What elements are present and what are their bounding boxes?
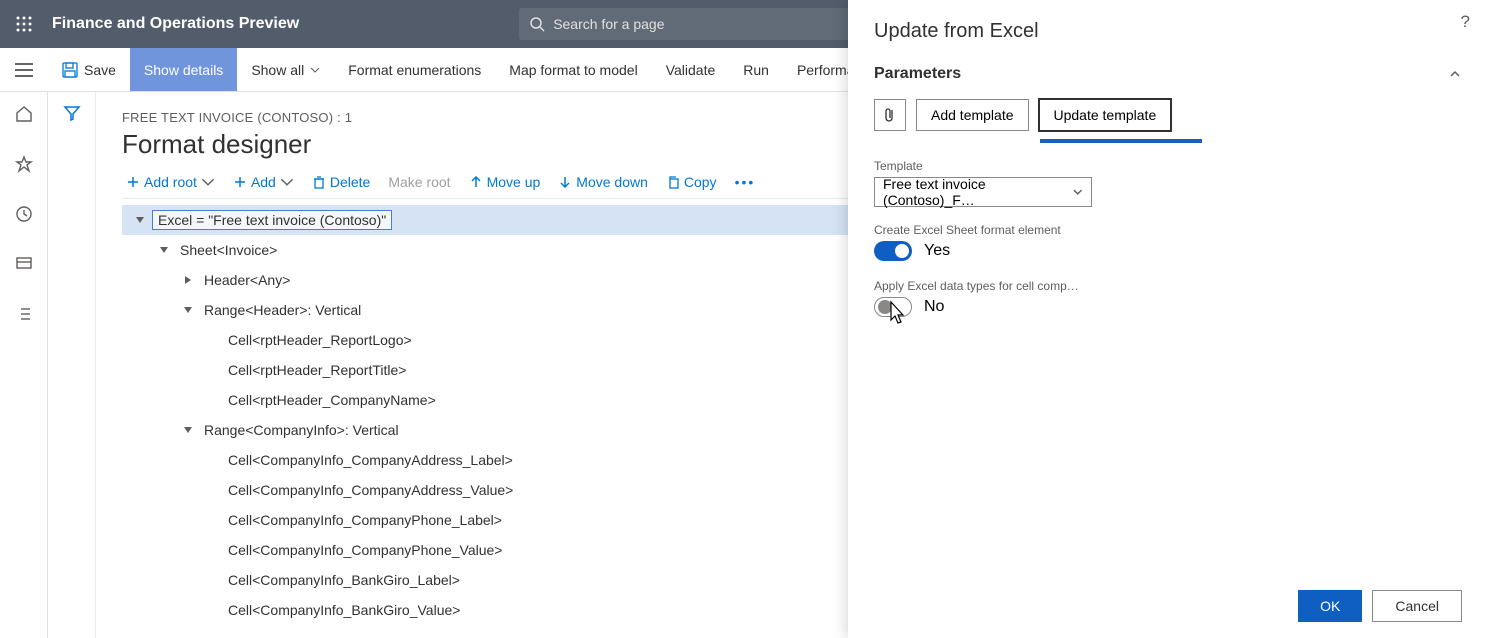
cancel-button[interactable]: Cancel: [1372, 590, 1462, 622]
show-details-button[interactable]: Show details: [130, 48, 237, 91]
hamburger-icon[interactable]: [0, 48, 48, 91]
home-icon[interactable]: [8, 98, 40, 130]
caret-none: [206, 394, 218, 406]
filter-icon[interactable]: [63, 104, 81, 638]
tree-node-label: Cell<rptHeader_CompanyName>: [224, 391, 440, 409]
left-rail: [0, 92, 48, 638]
caret-down-icon[interactable]: [182, 424, 194, 436]
modules-icon[interactable]: [8, 298, 40, 330]
add-button[interactable]: Add: [233, 174, 294, 190]
create-sheet-toggle[interactable]: [874, 241, 912, 261]
add-template-button[interactable]: Add template: [916, 99, 1029, 131]
workspace-icon[interactable]: [8, 248, 40, 280]
tree-node-label: Cell<CompanyInfo_CompanyAddress_Label>: [224, 451, 517, 469]
template-select[interactable]: Free text invoice (Contoso)_F…: [874, 177, 1092, 207]
tree-node-label: Sheet<Invoice>: [176, 241, 281, 259]
search-placeholder: Search for a page: [553, 16, 664, 32]
help-icon[interactable]: ?: [1461, 12, 1470, 32]
caret-none: [206, 484, 218, 496]
recent-icon[interactable]: [8, 198, 40, 230]
tree-node-label: Cell<CompanyInfo_CompanyPhone_Label>: [224, 511, 506, 529]
show-all-button[interactable]: Show all: [237, 48, 334, 91]
caret-none: [206, 514, 218, 526]
tree-node-label: Header<Any>: [200, 271, 294, 289]
save-button[interactable]: Save: [48, 48, 130, 91]
side-panel: ? Update from Excel Parameters Add templ…: [848, 0, 1488, 638]
selection-underline: [1040, 139, 1202, 143]
tree-node-label: Cell<rptHeader_ReportLogo>: [224, 331, 416, 349]
chevron-down-icon: [1072, 186, 1083, 198]
tree-node-label: Range<Header>: Vertical: [200, 301, 365, 319]
validate-button[interactable]: Validate: [652, 48, 730, 91]
chevron-up-icon: [1448, 67, 1462, 81]
filter-column: [48, 92, 96, 638]
format-enumerations-button[interactable]: Format enumerations: [334, 48, 495, 91]
caret-none: [206, 574, 218, 586]
panel-title: Update from Excel: [874, 20, 1462, 43]
caret-down-icon[interactable]: [158, 244, 170, 256]
apply-types-value: No: [924, 298, 944, 316]
app-title: Finance and Operations Preview: [52, 15, 299, 33]
tree-node-label: Cell<CompanyInfo_BankGiro_Value>: [224, 601, 464, 618]
caret-none: [206, 544, 218, 556]
tree-node-label: Cell<CompanyInfo_CompanyPhone_Value>: [224, 541, 506, 559]
run-button[interactable]: Run: [729, 48, 783, 91]
make-root-button: Make root: [388, 174, 450, 190]
tree-node-label: Range<CompanyInfo>: Vertical: [200, 421, 403, 439]
tree-node-label: Cell<CompanyInfo_BankGiro_Label>: [224, 571, 464, 589]
cursor-icon: [883, 300, 909, 328]
tree-node-label: Excel = "Free text invoice (Contoso)": [152, 210, 392, 230]
add-root-button[interactable]: Add root: [126, 174, 215, 190]
map-format-button[interactable]: Map format to model: [495, 48, 651, 91]
caret-down-icon[interactable]: [182, 304, 194, 316]
attachment-icon-button[interactable]: [874, 99, 906, 131]
star-icon[interactable]: [8, 148, 40, 180]
ok-button[interactable]: OK: [1298, 590, 1362, 622]
caret-none: [206, 364, 218, 376]
panel-template-label: Template: [874, 159, 1462, 173]
move-down-button[interactable]: Move down: [558, 174, 648, 190]
create-sheet-label: Create Excel Sheet format element: [874, 223, 1462, 237]
caret-right-icon[interactable]: [182, 274, 194, 286]
caret-none: [206, 454, 218, 466]
update-template-button[interactable]: Update template: [1039, 99, 1172, 131]
caret-none: [206, 334, 218, 346]
delete-button[interactable]: Delete: [312, 174, 370, 190]
waffle-icon[interactable]: [8, 8, 40, 40]
move-up-button[interactable]: Move up: [469, 174, 541, 190]
caret-none: [206, 604, 218, 616]
caret-down-icon[interactable]: [134, 214, 146, 226]
parameters-header[interactable]: Parameters: [874, 65, 1462, 83]
overflow-button[interactable]: •••: [735, 174, 756, 190]
tree-node-label: Cell<rptHeader_ReportTitle>: [224, 361, 410, 379]
copy-button[interactable]: Copy: [666, 174, 717, 190]
tree-node-label: Cell<CompanyInfo_CompanyAddress_Value>: [224, 481, 517, 499]
create-sheet-value: Yes: [924, 242, 950, 260]
apply-types-label: Apply Excel data types for cell comp…: [874, 279, 1462, 293]
